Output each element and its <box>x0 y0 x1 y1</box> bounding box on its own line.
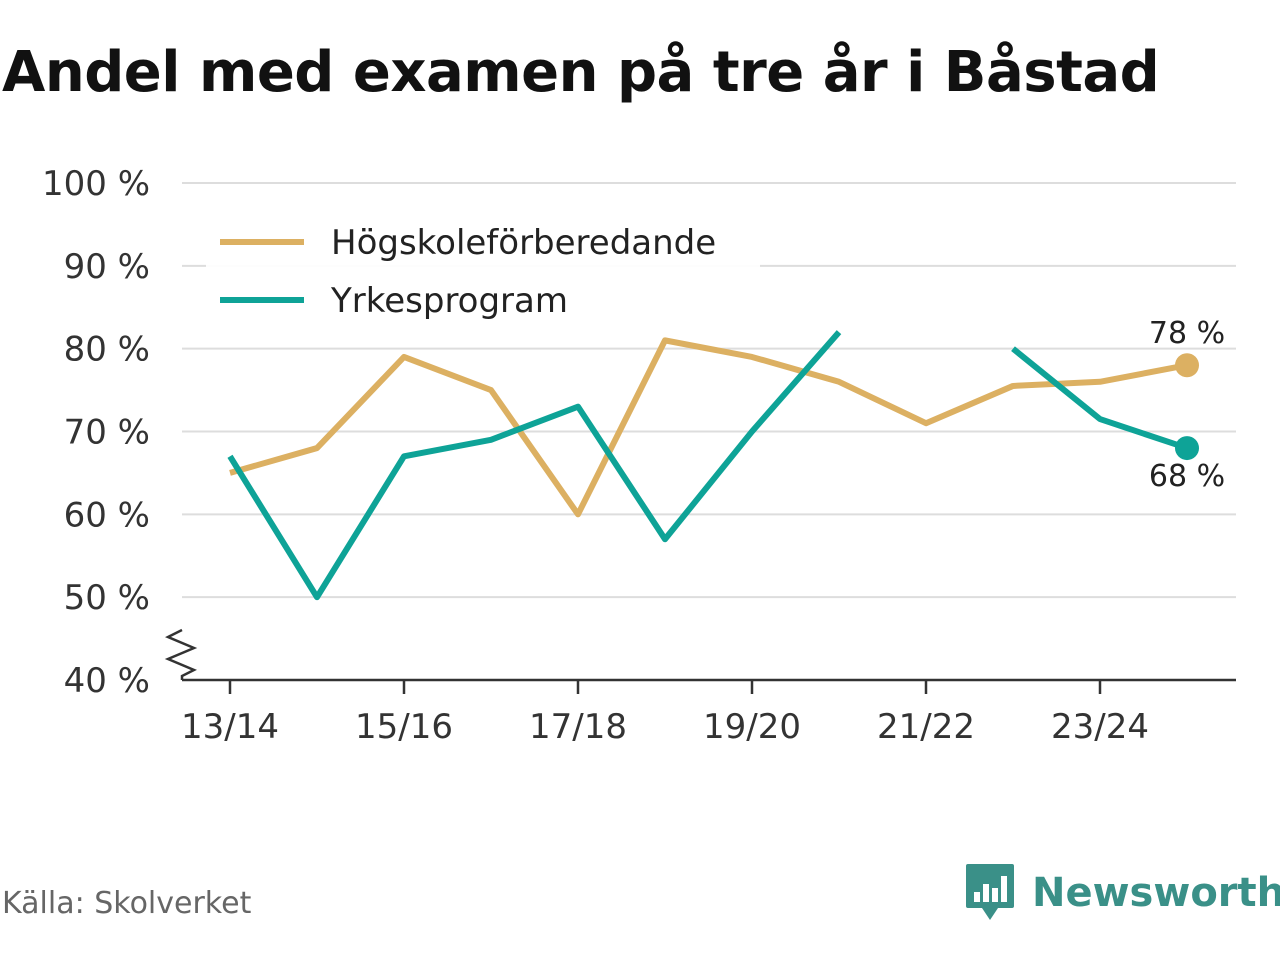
legend-label-1: Yrkesprogram <box>330 281 568 321</box>
y-tick-label-40: 40 % <box>64 661 150 701</box>
x-tick-label-17/18: 17/18 <box>529 707 627 747</box>
series-line-1-segment-1 <box>1011 346 1188 451</box>
legend: Högskoleförberedande Yrkesprogram <box>206 212 760 332</box>
y-tick-label-70: 70 % <box>64 413 150 453</box>
series-line-1-segment-0 <box>227 330 842 601</box>
y-axis-break-icon <box>164 628 198 680</box>
brand-logo: Newsworthy <box>964 862 1280 924</box>
legend-label-0: Högskoleförberedande <box>331 223 716 263</box>
axes: 40 % 50 % 60 % 70 % 80 % 90 % 100 % 13/14 15/16 1… <box>42 164 1236 747</box>
line-chart: 40 % 50 % 60 % 70 % 80 % 90 % 100 % 13/14 15/16 1… <box>42 164 1236 747</box>
y-tick-label-60: 60 % <box>64 495 150 535</box>
y-tick-label-50: 50 % <box>64 578 150 618</box>
y-tick-label-90: 90 % <box>64 247 150 287</box>
y-tick-label-100: 100 % <box>42 164 150 204</box>
legend-background <box>206 212 760 332</box>
series-line-0-segment-0 <box>229 337 1188 518</box>
x-tick-label-23/24: 23/24 <box>1051 707 1149 747</box>
source-label: Källa: Skolverket <box>2 886 252 921</box>
series-end-marker-0 <box>1175 353 1199 378</box>
x-tick-label-21/22: 21/22 <box>877 707 975 747</box>
x-tick-label-13/14: 13/14 <box>181 707 279 747</box>
series-end-label-0: 78 % <box>1149 316 1225 351</box>
x-tick-label-15/16: 15/16 <box>355 707 453 747</box>
chart-title: Andel med examen på tre år i Båstad <box>2 40 1160 105</box>
y-tick-label-80: 80 % <box>64 330 150 370</box>
x-tick-label-19/20: 19/20 <box>703 707 801 747</box>
series-end-marker-1 <box>1175 436 1199 461</box>
series-end-label-1: 68 % <box>1149 459 1225 494</box>
series-lines: 78 % 68 % <box>227 316 1225 601</box>
newsworthy-icon <box>966 864 1014 920</box>
brand-name: Newsworthy <box>1032 870 1280 916</box>
